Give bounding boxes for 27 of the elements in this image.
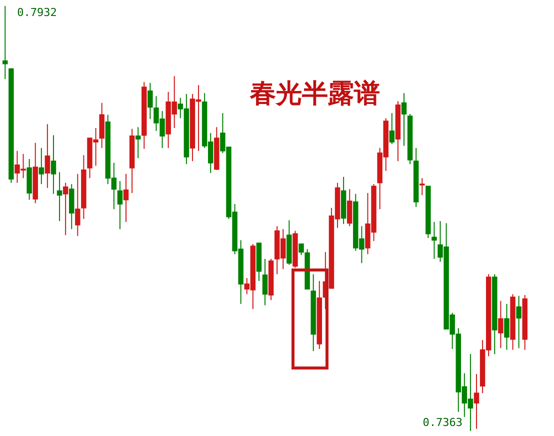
candlestick	[346, 188, 352, 227]
candlestick	[401, 92, 407, 146]
candlestick	[38, 147, 44, 185]
text: 春光半露谱	[249, 79, 380, 109]
candlestick	[148, 82, 153, 120]
candlestick	[135, 126, 141, 159]
candlestick	[420, 178, 425, 196]
candlestick	[2, 6, 8, 80]
candlestick	[117, 180, 123, 230]
candlestick	[123, 173, 129, 222]
annotation: 0.7363	[422, 416, 462, 429]
candlestick	[432, 221, 437, 260]
candlestick	[516, 295, 522, 349]
candlestick	[75, 173, 80, 236]
candlestick	[504, 303, 510, 350]
candlestick	[262, 258, 268, 306]
candlestick	[69, 184, 74, 230]
candlestick	[298, 244, 304, 256]
candlestick	[44, 124, 50, 188]
annotation: 0.7932	[17, 6, 57, 19]
candlestick	[62, 182, 68, 236]
candlestick	[50, 134, 56, 194]
candlestick	[99, 102, 104, 148]
candlestick	[389, 112, 395, 145]
candlestick	[56, 172, 62, 222]
candlestick	[474, 374, 480, 430]
candlestick	[498, 300, 504, 349]
